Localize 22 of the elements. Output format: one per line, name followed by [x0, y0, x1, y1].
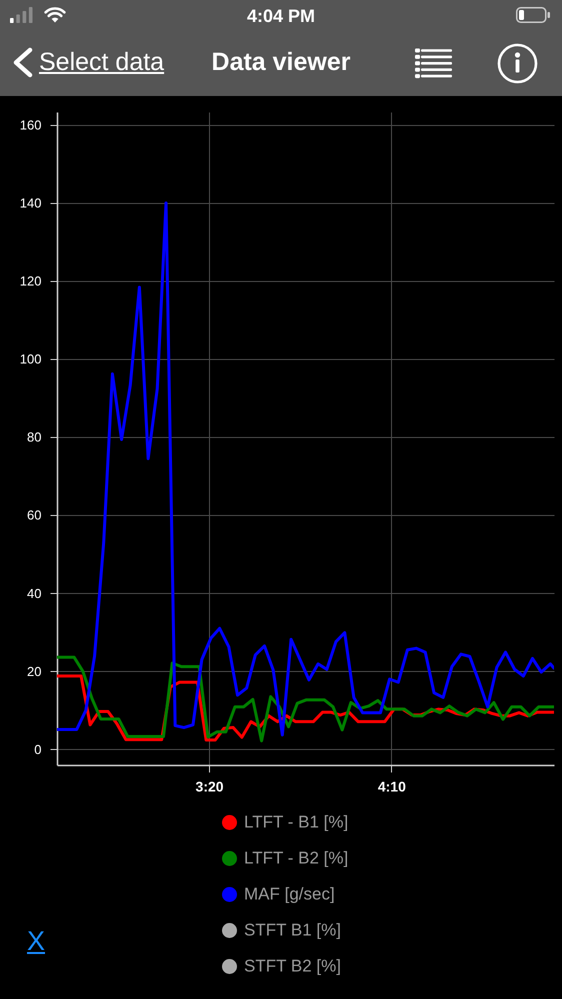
legend-label: MAF [g/sec] — [244, 884, 335, 904]
line-series — [57, 201, 554, 736]
x-tick-label: 4:10 — [378, 778, 406, 794]
y-tick-label: 40 — [27, 586, 42, 601]
text: Select data — [39, 47, 164, 77]
x-tick-label: 3:20 — [196, 778, 224, 794]
y-tick-label: 120 — [20, 274, 42, 289]
legend-label: LTFT - B2 [%] — [244, 848, 348, 868]
legend-label: LTFT - B1 [%] — [244, 812, 348, 832]
chart-title: Data viewer — [212, 48, 350, 76]
legend-label: STFT B1 [%] — [244, 920, 341, 940]
y-tick-label: 160 — [20, 117, 42, 132]
y-tick-label: 100 — [20, 352, 42, 367]
legend-label: STFT B2 [%] — [244, 956, 341, 976]
y-tick-label: 60 — [27, 508, 42, 523]
text: 4:04 PM — [246, 5, 316, 27]
text: X — [27, 925, 46, 957]
y-tick-label: 140 — [20, 195, 42, 210]
y-tick-label: 20 — [27, 664, 42, 679]
line-series — [57, 656, 554, 742]
y-tick-label: 0 — [34, 742, 42, 757]
y-tick-label: 80 — [27, 430, 42, 445]
